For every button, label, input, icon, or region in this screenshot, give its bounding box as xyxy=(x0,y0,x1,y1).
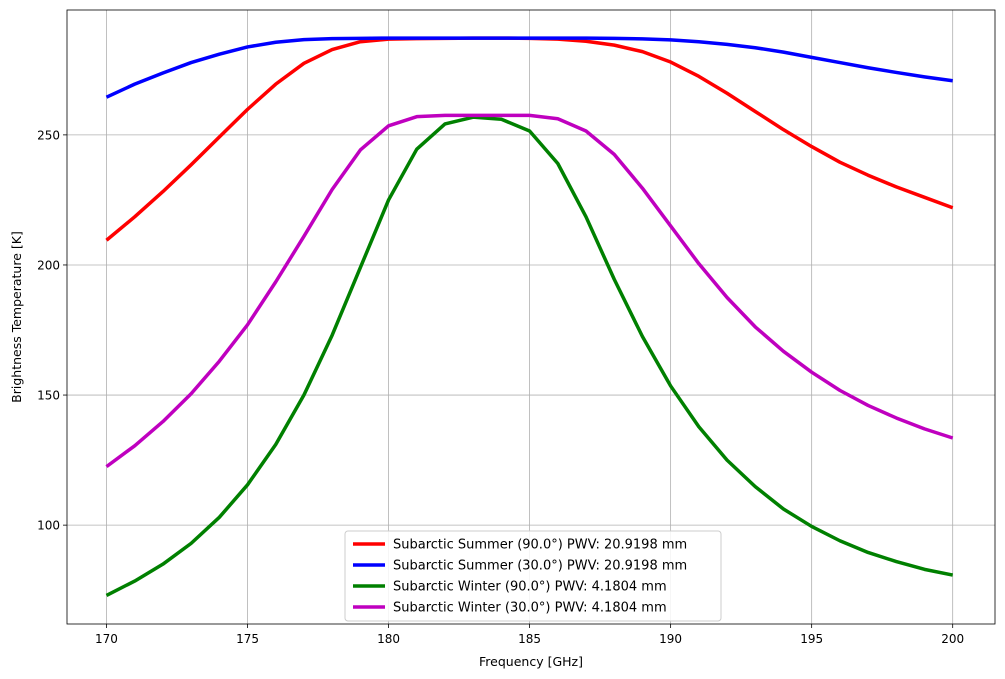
plot-frame xyxy=(66,9,996,625)
legend-box xyxy=(344,530,722,622)
legend-label-3: Subarctic Winter (90.0°) PWV: 4.1804 mm xyxy=(393,580,667,595)
y-tick-label: 200 xyxy=(37,258,60,272)
legend-label-2: Subarctic Summer (30.0°) PWV: 20.9198 mm xyxy=(393,559,687,574)
x-tick-label: 195 xyxy=(800,632,823,646)
y-tick-label: 100 xyxy=(37,519,60,533)
axis-ticks: 170 175 180 185 190 195 200 100 150 200 250 xyxy=(37,128,964,646)
x-tick-label: 175 xyxy=(236,632,259,646)
y-axis-label: Brightness Temperature [K] xyxy=(9,231,24,403)
series-lines xyxy=(105,36,954,597)
x-tick-label: 190 xyxy=(659,632,682,646)
x-tick-label: 200 xyxy=(941,632,964,646)
legend-label-4: Subarctic Winter (30.0°) PWV: 4.1804 mm xyxy=(393,601,667,616)
y-tick-label: 250 xyxy=(37,128,60,142)
series-line-2 xyxy=(105,36,953,99)
x-tick-label: 185 xyxy=(518,632,541,646)
x-tick-label: 180 xyxy=(377,632,400,646)
legend-label-1: Subarctic Summer (90.0°) PWV: 20.9198 mm xyxy=(393,538,687,553)
plot-area xyxy=(67,10,995,624)
series-line-4 xyxy=(105,113,954,469)
series-line-3 xyxy=(105,115,954,597)
y-tick-label: 150 xyxy=(37,389,60,403)
x-axis-label: Frequency [GHz] xyxy=(479,654,583,669)
x-tick-label: 170 xyxy=(95,632,118,646)
legend: Subarctic Summer (90.0°) PWV: 20.9198 mm… xyxy=(344,530,722,622)
